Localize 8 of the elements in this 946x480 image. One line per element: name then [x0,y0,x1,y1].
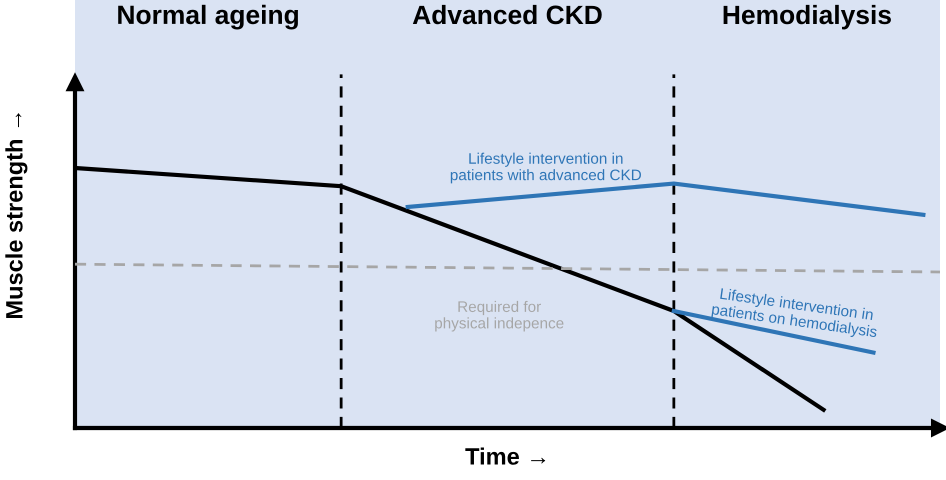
text: Hemodialysis [724,4,891,30]
text: Advanced CKD [412,4,602,24]
text: Lifestyle intervention in patients on hemodialysis [711,288,878,340]
x-axis-title: Time → [465,447,546,465]
text: Normal ageing [118,4,298,30]
series-label: Lifestyle intervention in patients with advanced CKD [450,152,641,184]
text: Required for physical indepence [435,300,564,332]
y-axis-title: Muscle strength → [5,113,28,318]
